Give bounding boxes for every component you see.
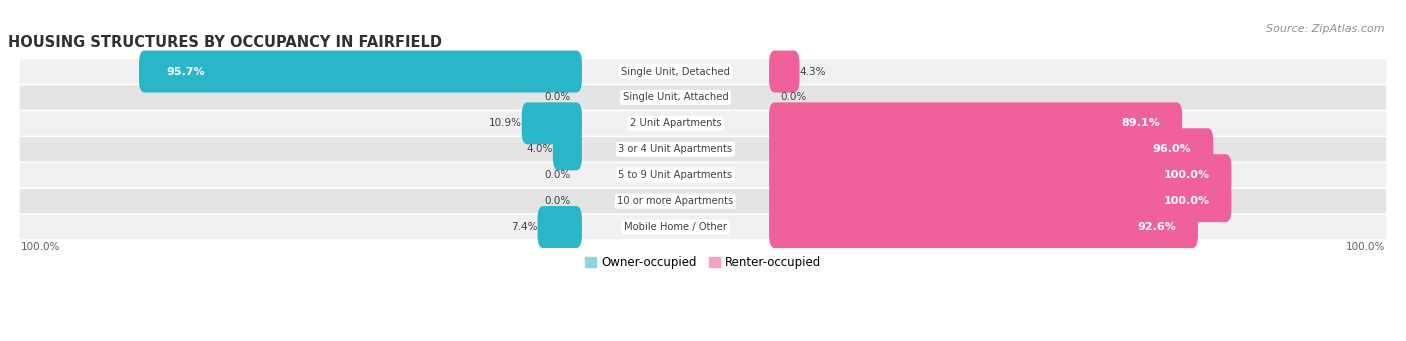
FancyBboxPatch shape: [769, 180, 1232, 222]
Text: 95.7%: 95.7%: [166, 66, 205, 76]
Text: 89.1%: 89.1%: [1122, 118, 1160, 128]
Text: HOUSING STRUCTURES BY OCCUPANCY IN FAIRFIELD: HOUSING STRUCTURES BY OCCUPANCY IN FAIRF…: [8, 35, 441, 50]
Text: 0.0%: 0.0%: [544, 170, 571, 180]
Text: 4.3%: 4.3%: [800, 66, 825, 76]
Text: Single Unit, Detached: Single Unit, Detached: [621, 66, 730, 76]
Text: 5 to 9 Unit Apartments: 5 to 9 Unit Apartments: [619, 170, 733, 180]
FancyBboxPatch shape: [20, 85, 1386, 110]
FancyBboxPatch shape: [769, 50, 800, 92]
Text: 0.0%: 0.0%: [780, 92, 806, 102]
FancyBboxPatch shape: [769, 206, 1198, 248]
Text: 10.9%: 10.9%: [489, 118, 522, 128]
Text: Single Unit, Attached: Single Unit, Attached: [623, 92, 728, 102]
FancyBboxPatch shape: [553, 128, 582, 170]
Text: 4.0%: 4.0%: [526, 144, 553, 154]
Text: 100.0%: 100.0%: [1346, 242, 1385, 252]
FancyBboxPatch shape: [20, 111, 1386, 136]
Text: 0.0%: 0.0%: [544, 196, 571, 206]
Text: 100.0%: 100.0%: [1163, 196, 1209, 206]
FancyBboxPatch shape: [522, 102, 582, 144]
Text: 92.6%: 92.6%: [1137, 222, 1175, 232]
FancyBboxPatch shape: [20, 137, 1386, 162]
FancyBboxPatch shape: [537, 206, 582, 248]
Text: 3 or 4 Unit Apartments: 3 or 4 Unit Apartments: [619, 144, 733, 154]
FancyBboxPatch shape: [139, 50, 582, 92]
Text: 96.0%: 96.0%: [1153, 144, 1191, 154]
Text: 2 Unit Apartments: 2 Unit Apartments: [630, 118, 721, 128]
FancyBboxPatch shape: [769, 128, 1213, 170]
Text: 0.0%: 0.0%: [544, 92, 571, 102]
Text: 10 or more Apartments: 10 or more Apartments: [617, 196, 734, 206]
FancyBboxPatch shape: [20, 163, 1386, 188]
Text: 7.4%: 7.4%: [510, 222, 537, 232]
FancyBboxPatch shape: [769, 154, 1232, 196]
FancyBboxPatch shape: [20, 189, 1386, 213]
Legend: Owner-occupied, Renter-occupied: Owner-occupied, Renter-occupied: [579, 252, 827, 274]
FancyBboxPatch shape: [20, 59, 1386, 84]
FancyBboxPatch shape: [769, 102, 1182, 144]
Text: 100.0%: 100.0%: [1163, 170, 1209, 180]
Text: 100.0%: 100.0%: [21, 242, 60, 252]
Text: Source: ZipAtlas.com: Source: ZipAtlas.com: [1267, 24, 1385, 34]
Text: Mobile Home / Other: Mobile Home / Other: [624, 222, 727, 232]
FancyBboxPatch shape: [20, 215, 1386, 239]
